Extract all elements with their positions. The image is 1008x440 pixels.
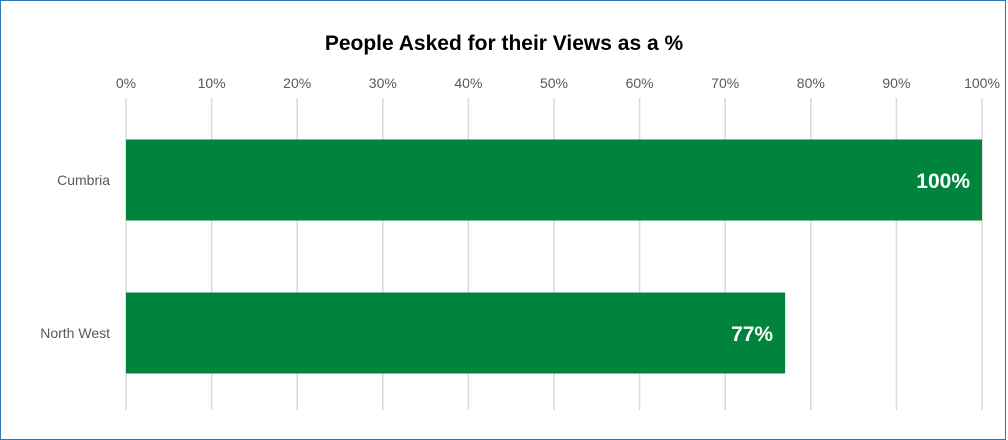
x-tick-label: 20% (283, 75, 311, 91)
x-axis-ticks: 0% 10% 20% 30% 40% 50% 60% 70% 80% 90% 100% (116, 75, 1000, 91)
bars (126, 139, 982, 374)
x-tick-label: 80% (797, 75, 825, 91)
x-tick-label: 70% (711, 75, 739, 91)
chart-title: People Asked for their Views as a % (325, 32, 684, 55)
category-label: Cumbria (57, 172, 110, 188)
data-labels: 100% 77% (731, 170, 970, 346)
x-tick-label: 50% (540, 75, 568, 91)
bar (126, 292, 786, 374)
x-tick-label: 60% (626, 75, 654, 91)
data-label: 77% (731, 323, 773, 346)
x-tick-label: 10% (198, 75, 226, 91)
x-tick-label: 40% (454, 75, 482, 91)
data-label: 100% (916, 170, 970, 193)
x-tick-label: 0% (116, 75, 136, 91)
bar (126, 139, 982, 221)
x-tick-label: 90% (882, 75, 910, 91)
x-tick-label: 100% (964, 75, 1000, 91)
y-axis-categories: Cumbria North West (40, 172, 110, 341)
bar-chart: People Asked for their Views as a % 0% 10… (40, 32, 1000, 410)
category-label: North West (40, 325, 110, 341)
x-tick-label: 30% (369, 75, 397, 91)
